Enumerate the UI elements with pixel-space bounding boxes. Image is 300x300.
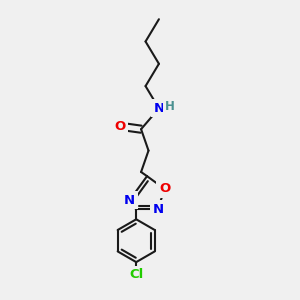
Text: N: N [153, 102, 164, 115]
Text: Cl: Cl [129, 268, 143, 281]
Text: N: N [124, 194, 135, 207]
Text: H: H [165, 100, 175, 113]
Text: O: O [114, 120, 125, 133]
Text: N: N [152, 203, 164, 216]
Text: O: O [159, 182, 170, 195]
